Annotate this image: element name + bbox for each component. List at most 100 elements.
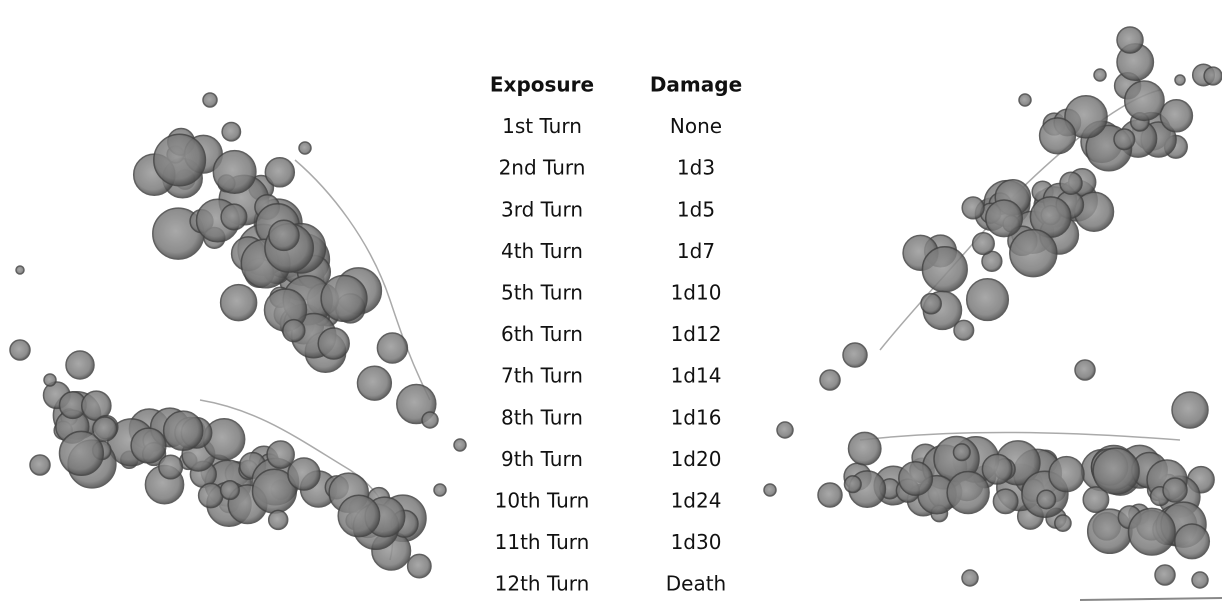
table-cell: 1d10 [671,281,722,305]
sketch-blob [164,411,203,450]
sketch-blob [1192,572,1208,588]
table-cell: Death [666,572,726,596]
table-cell: 1d7 [677,239,715,263]
sketch-blob [1204,67,1222,85]
sketch-blob [962,197,984,219]
sketch-blob [973,233,995,255]
sketch-blob [818,483,842,507]
sketch-blob [269,510,288,529]
sketch-blob [1055,515,1071,531]
page: Exposure Damage 1st Turn None 2nd Turn 1d3 3rd… [0,0,1222,609]
sketch-blob [422,412,438,428]
sketch-blob [1094,69,1106,81]
sketch-blob [1125,81,1164,120]
sketch-blob [222,123,240,141]
sketch-blob [358,366,392,400]
table-cell: 9th Turn [501,447,583,471]
sketch-blob [299,142,311,154]
table-cell: 1d30 [671,530,722,554]
sketch-blob [221,481,240,500]
sketch-blob [10,340,30,360]
sketch-blob [954,320,974,340]
sketch-blob [820,370,840,390]
sketch-blob [159,455,183,479]
table-cell: 1d14 [671,364,722,388]
sketch-blob [66,351,94,379]
sketch-blob [16,266,24,274]
table-cell: 1d12 [671,322,722,346]
sketch-blob [967,279,1009,321]
sketch-blob [1049,457,1084,492]
sketch-blob [1163,478,1187,502]
sketch-blob [267,441,294,468]
sketch-blob [954,444,971,461]
sketch-blob [1037,490,1055,508]
sketch-blob [1172,392,1208,428]
sketch-blob [434,484,446,496]
sketch-blob [1114,129,1135,150]
sketch-blob [899,462,933,496]
sketch-blob [44,374,56,386]
table-cell: 11th Turn [495,530,590,554]
sketch-blob [454,439,466,451]
column-header: Damage [650,73,742,97]
table-cell: 4th Turn [501,239,583,263]
sketch-blob [1155,565,1175,585]
column-header: Exposure [490,73,594,97]
sketch-blob [221,204,247,230]
sketch-blob [1093,448,1139,494]
sketch-blob [338,495,379,536]
sketch-blob [265,158,294,187]
sketch-blob [1117,27,1143,53]
sketch-blob [962,570,978,586]
sketch-blob [203,93,217,107]
sketch-blob [845,476,862,493]
pencil-sketches [10,27,1222,600]
sketch-blob [1129,508,1176,555]
sketch-stroke [860,433,1180,441]
table-cell: 1d24 [671,489,722,513]
table-cell: None [670,114,722,138]
sketch-blob [269,220,299,250]
sketch-blob [1175,75,1185,85]
table-cell: 3rd Turn [501,197,583,221]
table-cell: 1d16 [671,405,722,429]
sketch-blob [986,200,1023,237]
table-cell: 1d3 [677,156,715,180]
sketch-blob [993,489,1017,513]
sketch-blob [922,247,967,292]
sketch-blob [377,333,407,363]
sketch-blob [321,276,367,322]
sketch-blob [921,294,941,314]
sketch-blob [777,422,793,438]
table-cell: 10th Turn [495,489,590,513]
sketch-blob [213,151,256,194]
table-cell: 1st Turn [502,114,582,138]
sketch-blob [1160,100,1192,132]
sketch-stroke [1080,598,1222,600]
table-cell: 5th Turn [501,281,583,305]
sketch-blob [199,483,223,507]
table-cell: 1d20 [671,447,722,471]
sketch-blob [947,472,989,514]
sketch-blob [982,454,1012,484]
damage-table: Exposure Damage 1st Turn None 2nd Turn 1d3 3rd… [490,73,742,596]
table-cell: 7th Turn [501,364,583,388]
sketch-blob [408,554,431,577]
sketch-blob [131,428,166,463]
table-cell: 12th Turn [495,572,590,596]
sketch-blob [1040,118,1076,154]
sketch-blob [1175,524,1210,559]
sketch-blob [1019,94,1031,106]
sketch-blob [221,285,257,321]
table-cell: 6th Turn [501,322,583,346]
sketch-blob [764,484,776,496]
sketch-blob [843,343,867,367]
document: Exposure Damage 1st Turn None 2nd Turn 1d3 3rd… [0,0,1222,609]
sketch-blob [288,458,320,490]
sketch-blob [849,432,881,464]
sketch-blob [1060,172,1082,194]
table-cell: 2nd Turn [499,156,586,180]
sketch-blob [318,328,349,359]
sketch-blob [1075,360,1095,380]
